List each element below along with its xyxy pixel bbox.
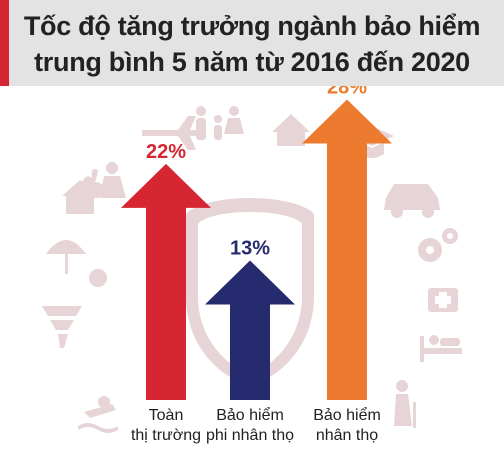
family-icon [196,106,244,140]
category-label-2-line-1: Bảo hiểm [216,406,284,424]
category-label-3-line-1: Bảo hiểm [313,406,381,424]
category-label-1-line-1: Toàn [149,407,184,424]
house-icon [272,114,310,146]
chart-title-line2: trung bình 5 năm từ 2016 đến 2020 [34,47,470,77]
airplane-icon [142,116,206,150]
umbrella-coins-icon [46,240,107,287]
header: Tốc độ tăng trưởng ngành bảo hiểm trung … [0,0,504,86]
shield-icon [186,198,314,386]
swimmer-icon [78,396,118,433]
arrow-bar-2 [205,260,295,400]
category-label-3-line-2: nhân thọ [316,427,378,444]
tornado-icon [42,306,82,348]
category-label-1-line-2: thị trường [131,427,201,444]
header-accent-bar [0,0,9,86]
arrow-bar-3 [302,99,392,400]
chart-title: Tốc độ tăng trưởng ngành bảo hiểm trung … [0,8,504,80]
arrow-bar-chart: 22% Toàn thị trường 13% Bảo hiểm phi nhân thọ… [42,86,462,444]
hospital-bed-icon [420,335,462,362]
data-label-3: 28% [327,86,367,98]
data-label-2: 13% [230,237,270,259]
category-label-2-line-2: phi nhân thọ [206,427,294,444]
data-label-1: 22% [146,141,186,163]
chart-title-line1: Tốc độ tăng trưởng ngành bảo hiểm [23,11,481,41]
elderly-icon [394,380,416,428]
fire-house-icon [62,169,98,214]
car-icon [384,184,440,218]
gears-icon [418,228,458,262]
arrow-bar-1 [121,163,211,400]
first-aid-icon [428,288,458,312]
